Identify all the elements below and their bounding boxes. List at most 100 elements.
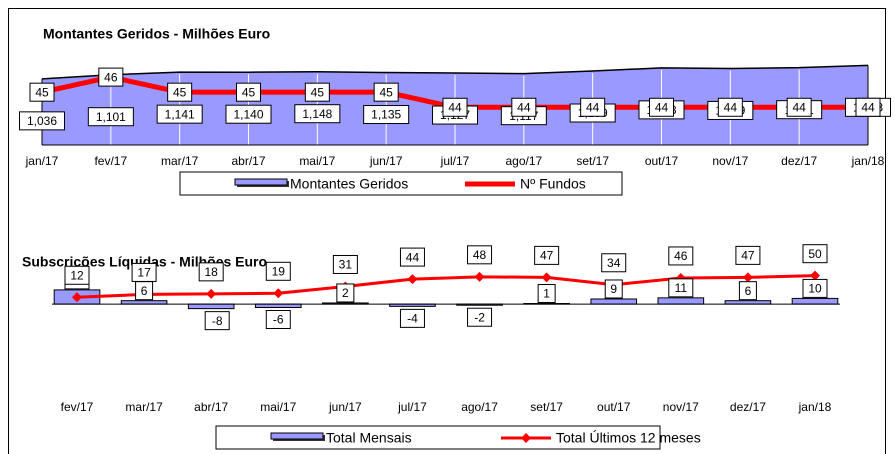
data-label-box [87,107,134,127]
data-label-box [399,247,425,267]
data-label-box [534,245,560,265]
data-label: 2 [342,286,349,300]
data-label-box [735,245,761,265]
data-label-box [131,262,157,282]
marker [407,274,418,285]
data-label-box [336,283,355,303]
bar [254,303,302,309]
data-label-box [236,82,261,102]
data-label: 50 [808,247,822,261]
x-tick-label: jul/17 [440,154,470,168]
data-label: 45 [35,85,49,99]
data-label: 44 [861,100,875,114]
x-tick-label: abr/17 [194,400,228,414]
data-label: 1,148 [302,107,332,121]
legend-swatch [270,432,324,440]
x-tick-label: fev/17 [94,154,127,168]
chart-title: Montantes Geridos - Milhões Euro [43,26,270,42]
data-label-box [580,97,606,117]
data-label: 44 [792,100,806,114]
data-label: 1,135 [371,108,401,122]
data-label-box [156,104,203,124]
x-tick-label: abr/17 [231,154,265,168]
x-tick-label: mar/17 [125,400,163,414]
x-tick-label: jun/17 [328,400,362,414]
marker [273,288,284,299]
data-label: 18 [205,265,219,279]
data-label-box [399,308,425,328]
x-tick-label: fev/17 [61,400,94,414]
data-label: 6 [141,284,148,298]
marker [541,272,552,283]
x-tick-label: mai/17 [299,154,335,168]
data-label-box [332,254,358,274]
data-label-box [802,244,828,264]
data-label-box [19,111,65,131]
data-label-box [601,253,627,273]
data-label-box [786,97,812,117]
data-label: 46 [674,249,688,263]
legend-box [179,171,623,196]
data-label: 44 [406,250,420,264]
x-tick-label: jan/17 [25,154,59,168]
bar [724,300,772,305]
legend-label: Total Mensais [326,430,412,446]
marker [742,272,753,283]
data-label-box [467,245,493,265]
data-label: 47 [741,249,755,263]
data-label: 45 [311,85,325,99]
data-label: 44 [655,100,669,114]
data-label: 44 [448,100,462,114]
data-label: 45 [379,85,393,99]
marker [72,292,82,303]
x-tick-label: out/17 [597,400,631,414]
data-label: 1 [543,287,550,301]
data-label: 46 [104,70,118,84]
legend-label: Total Últimos 12 meses [556,430,701,446]
data-label: -2 [474,310,485,324]
data-label-box [265,261,291,281]
line [76,274,816,299]
data-label: 1,140 [233,107,263,121]
x-tick-label: nov/17 [712,154,748,168]
x-tick-label: dez/17 [781,154,817,168]
x-tick-label: jan/18 [798,400,832,414]
data-label: 12 [70,268,84,282]
data-label-box [467,307,493,327]
data-label-box [668,246,694,266]
x-tick-label: mar/17 [161,154,199,168]
data-label: 45 [242,85,256,99]
data-label-box [265,310,291,329]
data-label: 44 [517,100,531,114]
data-label-box [604,279,623,299]
data-label-box [649,97,674,117]
data-label-box [363,105,410,125]
data-label-box [167,82,193,102]
x-tick-label: nov/17 [663,400,699,414]
data-label-box [198,262,224,282]
data-label: -8 [212,314,223,328]
bar [657,297,705,305]
x-tick-label: jan/18 [851,154,885,168]
data-label-box [225,104,272,124]
data-label: 1,101 [96,110,126,124]
data-label: -6 [273,313,284,327]
x-tick-label: mai/17 [260,400,296,414]
x-tick-label: dez/17 [730,400,766,414]
x-tick-label: set/17 [576,154,609,168]
data-label: 44 [586,100,600,114]
data-label-box [738,281,757,301]
data-label-box [717,97,743,117]
data-label-box [98,67,124,87]
frame [8,8,886,454]
data-label: 47 [540,249,554,263]
data-label-box [442,97,468,117]
marker [206,288,217,299]
x-tick-label: ago/17 [461,400,498,414]
bar [791,297,839,305]
data-label-box [668,278,694,298]
x-tick-label: out/17 [645,154,679,168]
marker [810,270,820,281]
data-label: 45 [173,85,187,99]
